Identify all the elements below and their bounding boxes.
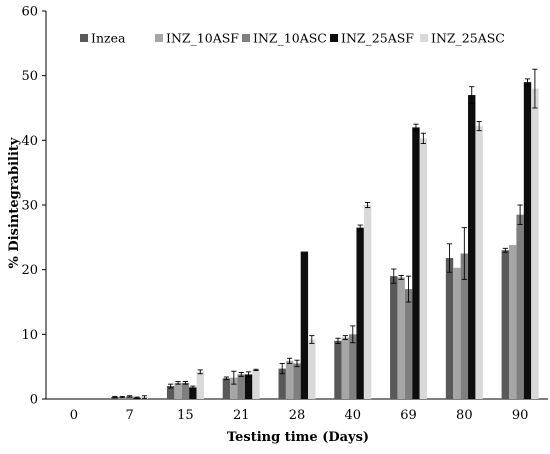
- x-tick-label: 7: [126, 408, 134, 423]
- y-tick-label: 20: [21, 263, 38, 278]
- bar: [125, 396, 134, 399]
- bar: [166, 386, 175, 399]
- y-tick-label: 0: [30, 393, 38, 408]
- bar: [475, 126, 483, 400]
- x-tick-label: 0: [70, 408, 78, 423]
- bar: [341, 337, 350, 399]
- bar: [453, 267, 461, 399]
- bar: [349, 334, 357, 399]
- bar: [252, 369, 260, 399]
- bar: [509, 245, 517, 399]
- bar: [412, 127, 420, 400]
- x-tick-label: 15: [177, 408, 194, 423]
- legend-label: INZ_25ASF: [341, 31, 414, 46]
- bar: [363, 205, 372, 399]
- x-tick-label: 69: [400, 408, 417, 423]
- bar: [531, 88, 539, 399]
- y-axis-title-group: % Disintegrability: [7, 137, 22, 268]
- bar: [285, 360, 294, 399]
- bar: [230, 377, 238, 399]
- bar: [356, 227, 364, 399]
- bar: [278, 368, 286, 399]
- x-tick-label: 90: [512, 408, 529, 423]
- bar: [293, 363, 301, 399]
- x-tick-label: 28: [289, 408, 306, 423]
- y-tick-label: 10: [21, 328, 38, 343]
- y-tick-label: 30: [21, 199, 38, 214]
- x-tick-label: 21: [233, 408, 250, 423]
- bar: [222, 378, 231, 399]
- x-axis-title: Testing time (Days): [227, 430, 369, 445]
- y-tick-label: 50: [21, 69, 38, 84]
- legend-label: Inzea: [91, 31, 126, 46]
- bar: [404, 289, 413, 399]
- legend-swatch: [242, 34, 250, 42]
- bar: [419, 138, 428, 400]
- bar: [181, 382, 190, 399]
- bar: [300, 251, 309, 399]
- bar: [308, 339, 316, 399]
- bar: [237, 374, 245, 399]
- bar: [523, 82, 532, 399]
- x-tick-label: 40: [345, 408, 362, 423]
- bar: [334, 340, 342, 399]
- legend-swatch: [155, 34, 163, 42]
- y-axis-title: % Disintegrability: [7, 137, 22, 268]
- legend-swatch: [330, 34, 338, 42]
- bar: [516, 214, 524, 399]
- bar: [397, 277, 405, 399]
- bar: [244, 374, 253, 399]
- bar: [460, 253, 469, 399]
- bar: [174, 382, 182, 399]
- legend-label: INZ_25ASC: [431, 31, 505, 46]
- legend-swatch: [80, 34, 88, 42]
- legend-label: INZ_10ASC: [253, 31, 327, 46]
- bar: [501, 250, 510, 399]
- bar: [189, 387, 197, 399]
- bar: [468, 95, 476, 400]
- y-tick-label: 40: [21, 134, 38, 149]
- legend-label: INZ_10ASF: [166, 31, 239, 46]
- bar: [445, 258, 454, 399]
- bar: [196, 371, 204, 399]
- bar: [390, 276, 398, 399]
- legend-swatch: [420, 34, 428, 42]
- y-tick-label: 60: [21, 5, 38, 20]
- x-tick-label: 80: [456, 408, 473, 423]
